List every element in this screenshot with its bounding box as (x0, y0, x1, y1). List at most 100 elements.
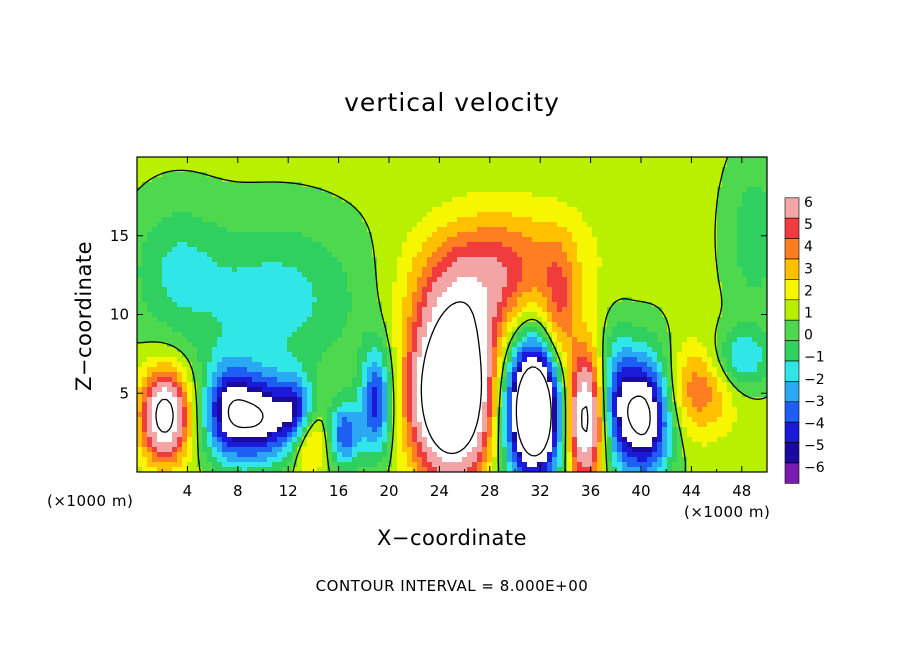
heatmap-cell (292, 262, 298, 268)
heatmap-cell (407, 187, 413, 193)
heatmap-cell (232, 227, 238, 233)
heatmap-cell (497, 342, 503, 348)
heatmap-cell (252, 307, 258, 313)
heatmap-cell (717, 202, 723, 208)
heatmap-cell (492, 202, 498, 208)
heatmap-cell (172, 197, 178, 203)
heatmap-cell (362, 172, 368, 178)
heatmap-cell (552, 207, 558, 213)
heatmap-cell (647, 187, 653, 193)
heatmap-cell (717, 222, 723, 228)
heatmap-cell (332, 347, 338, 353)
heatmap-cell (397, 282, 403, 288)
heatmap-cell (257, 347, 263, 353)
heatmap-cell (617, 157, 623, 163)
heatmap-cell (157, 327, 163, 333)
heatmap-cell (392, 242, 398, 248)
heatmap-cell (602, 342, 608, 348)
heatmap-cell (697, 332, 703, 338)
heatmap-cell (737, 207, 743, 213)
heatmap-cell (302, 167, 308, 173)
heatmap-cell (172, 257, 178, 263)
heatmap-cell (687, 207, 693, 213)
heatmap-cell (587, 272, 593, 278)
heatmap-cell (757, 312, 763, 318)
heatmap-cell (472, 207, 478, 213)
heatmap-cell (672, 177, 678, 183)
heatmap-cell (697, 292, 703, 298)
heatmap-cell (342, 217, 348, 223)
heatmap-cell (752, 222, 758, 228)
heatmap-cell (232, 297, 238, 303)
heatmap-cell (597, 312, 603, 318)
heatmap-cell (582, 232, 588, 238)
heatmap-cell (547, 167, 553, 173)
heatmap-cell (602, 277, 608, 283)
heatmap-cell (647, 332, 653, 338)
heatmap-cell (457, 227, 463, 233)
heatmap-cell (687, 167, 693, 173)
heatmap-cell (607, 157, 613, 163)
heatmap-cell (282, 177, 288, 183)
heatmap-cell (377, 187, 383, 193)
heatmap-cell (722, 212, 728, 218)
heatmap-cell (662, 307, 668, 313)
heatmap-cell (222, 202, 228, 208)
heatmap-cell (372, 297, 378, 303)
heatmap-cell (482, 272, 488, 278)
heatmap-cell (607, 312, 613, 318)
heatmap-cell (737, 197, 743, 203)
heatmap-cell (647, 322, 653, 328)
heatmap-cell (412, 257, 418, 263)
heatmap-cell (507, 327, 513, 333)
heatmap-cell (467, 292, 473, 298)
heatmap-cell (612, 332, 618, 338)
heatmap-cell (232, 287, 238, 293)
heatmap-cell (517, 262, 523, 268)
heatmap-cell (692, 287, 698, 293)
heatmap-cell (522, 317, 528, 323)
heatmap-cell (712, 262, 718, 268)
heatmap-cell (442, 322, 448, 328)
heatmap-cell (737, 332, 743, 338)
heatmap-cell (757, 342, 763, 348)
heatmap-cell (317, 207, 323, 213)
heatmap-cell (157, 312, 163, 318)
heatmap-cell (522, 302, 528, 308)
heatmap-cell (312, 252, 318, 258)
heatmap-cell (452, 332, 458, 338)
heatmap-cell (537, 317, 543, 323)
heatmap-cell (247, 212, 253, 218)
heatmap-cell (272, 347, 278, 353)
heatmap-cell (587, 172, 593, 178)
heatmap-cell (207, 162, 213, 168)
heatmap-cell (707, 212, 713, 218)
heatmap-cell (437, 212, 443, 218)
heatmap-cell (617, 292, 623, 298)
heatmap-cell (242, 277, 248, 283)
heatmap-cell (562, 227, 568, 233)
heatmap-cell (667, 262, 673, 268)
heatmap-cell (332, 342, 338, 348)
heatmap-cell (327, 287, 333, 293)
heatmap-cell (482, 242, 488, 248)
heatmap-cell (747, 297, 753, 303)
heatmap-cell (557, 322, 563, 328)
heatmap-cell (217, 267, 223, 273)
heatmap-cell (722, 262, 728, 268)
heatmap-cell (412, 242, 418, 248)
heatmap-cell (742, 247, 748, 253)
heatmap-cell (207, 217, 213, 223)
heatmap-cell (492, 342, 498, 348)
heatmap-cell (217, 312, 223, 318)
heatmap-cell (362, 262, 368, 268)
heatmap-cell (652, 292, 658, 298)
heatmap-cell (327, 302, 333, 308)
heatmap-cell (392, 157, 398, 163)
heatmap-cell (517, 342, 523, 348)
heatmap-cell (297, 267, 303, 273)
heatmap-cell (572, 182, 578, 188)
heatmap-cell (402, 212, 408, 218)
heatmap-cell (317, 177, 323, 183)
heatmap-cell (257, 322, 263, 328)
